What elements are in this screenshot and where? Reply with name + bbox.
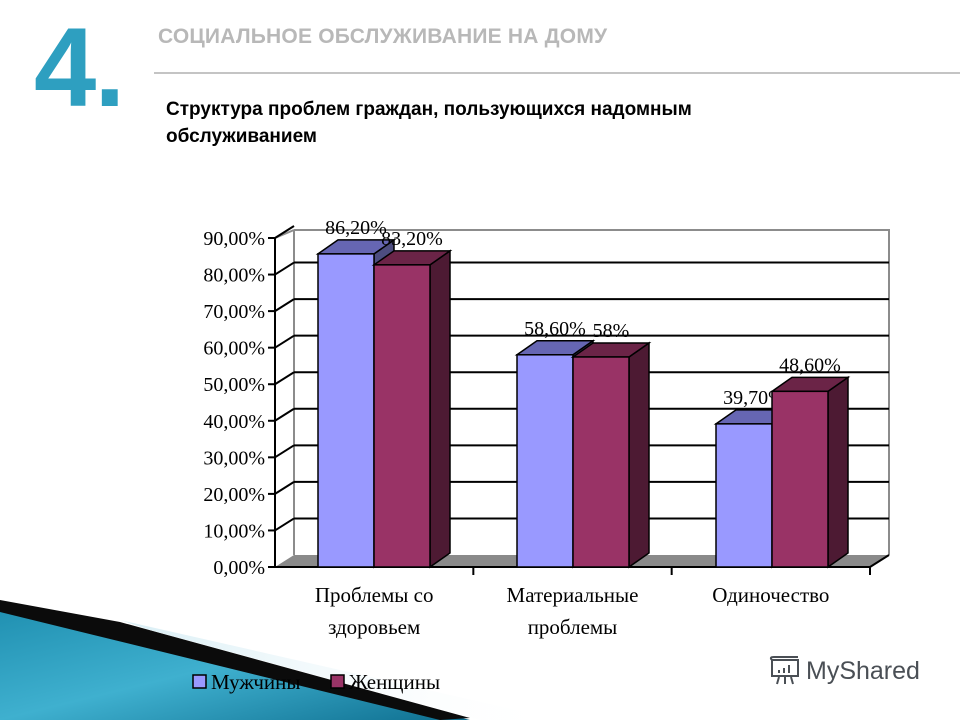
y-tick-label: 40,00% [203,411,265,433]
svg-text:Материальные: Материальные [507,583,639,607]
bar: 58% [570,320,652,569]
y-tick-label: 20,00% [203,484,265,506]
presentation-board-icon [769,656,799,685]
legend-item: Мужчины [192,670,301,694]
y-tick-label: 50,00% [203,374,265,396]
data-label: 58% [593,320,630,342]
svg-text:Женщины: Женщины [349,670,440,694]
bar-group: 58,60% 58% [514,318,652,569]
x-category-label: Материальные проблемы [507,583,639,639]
y-tick-label: 60,00% [203,338,265,360]
title-divider [154,72,960,74]
bar: 83,20% [371,228,453,569]
watermark-text: MyShared [806,656,920,685]
subtitle-line-1: Структура проблем граждан, пользующихся … [166,99,692,120]
decorative-corner-band [0,600,560,720]
y-tick-label: 70,00% [203,301,265,323]
bar-group: 39,70% 48,60% [713,354,851,569]
bar: 48,60% [769,354,851,569]
y-tick-label: 30,00% [203,447,265,469]
data-label: 39,70% [723,387,785,409]
svg-text:Мужчины: Мужчины [211,670,301,694]
svg-text:здоровьем: здоровьем [328,615,420,639]
legend: Мужчины Женщины [192,670,440,694]
y-tick-label: 10,00% [203,520,265,542]
watermark: MyShared [768,656,920,686]
slide-number: 4. [34,5,125,130]
data-label: 58,60% [524,318,586,340]
svg-text:проблемы: проблемы [528,615,618,639]
legend-item: Женщины [330,670,440,694]
svg-text:Одиночество: Одиночество [712,583,829,607]
data-label: 86,20% [325,217,387,239]
y-tick-label: 0,00% [213,557,265,579]
subtitle-line-2: обслуживанием [166,126,317,147]
x-category-label: Одиночество [712,583,829,607]
bar-group: 86,20%83,20% [315,217,453,569]
slide-subtitle: Структура проблем граждан, пользующихся … [166,96,866,150]
y-tick-label: 90,00% [203,228,265,250]
y-tick-label: 80,00% [203,265,265,287]
back-wall-frame [294,229,890,555]
data-label: 83,20% [381,228,443,250]
bar: 86,20% [315,217,397,569]
x-category-label: Проблемы со здоровьем [315,583,434,639]
section-title: СОЦИАЛЬНОЕ ОБСЛУЖИВАНИЕ НА ДОМУ [158,25,608,48]
svg-text:Проблемы со: Проблемы со [315,583,434,607]
data-label: 48,60% [779,354,841,376]
